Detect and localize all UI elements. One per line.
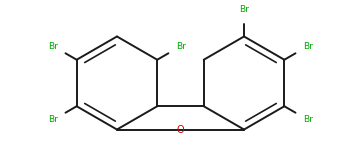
Text: O: O [177, 124, 184, 134]
Text: Br: Br [303, 42, 313, 51]
Text: Br: Br [48, 42, 58, 51]
Text: Br: Br [303, 115, 313, 124]
Text: Br: Br [239, 5, 249, 14]
Text: Br: Br [48, 115, 58, 124]
Text: Br: Br [176, 42, 186, 51]
